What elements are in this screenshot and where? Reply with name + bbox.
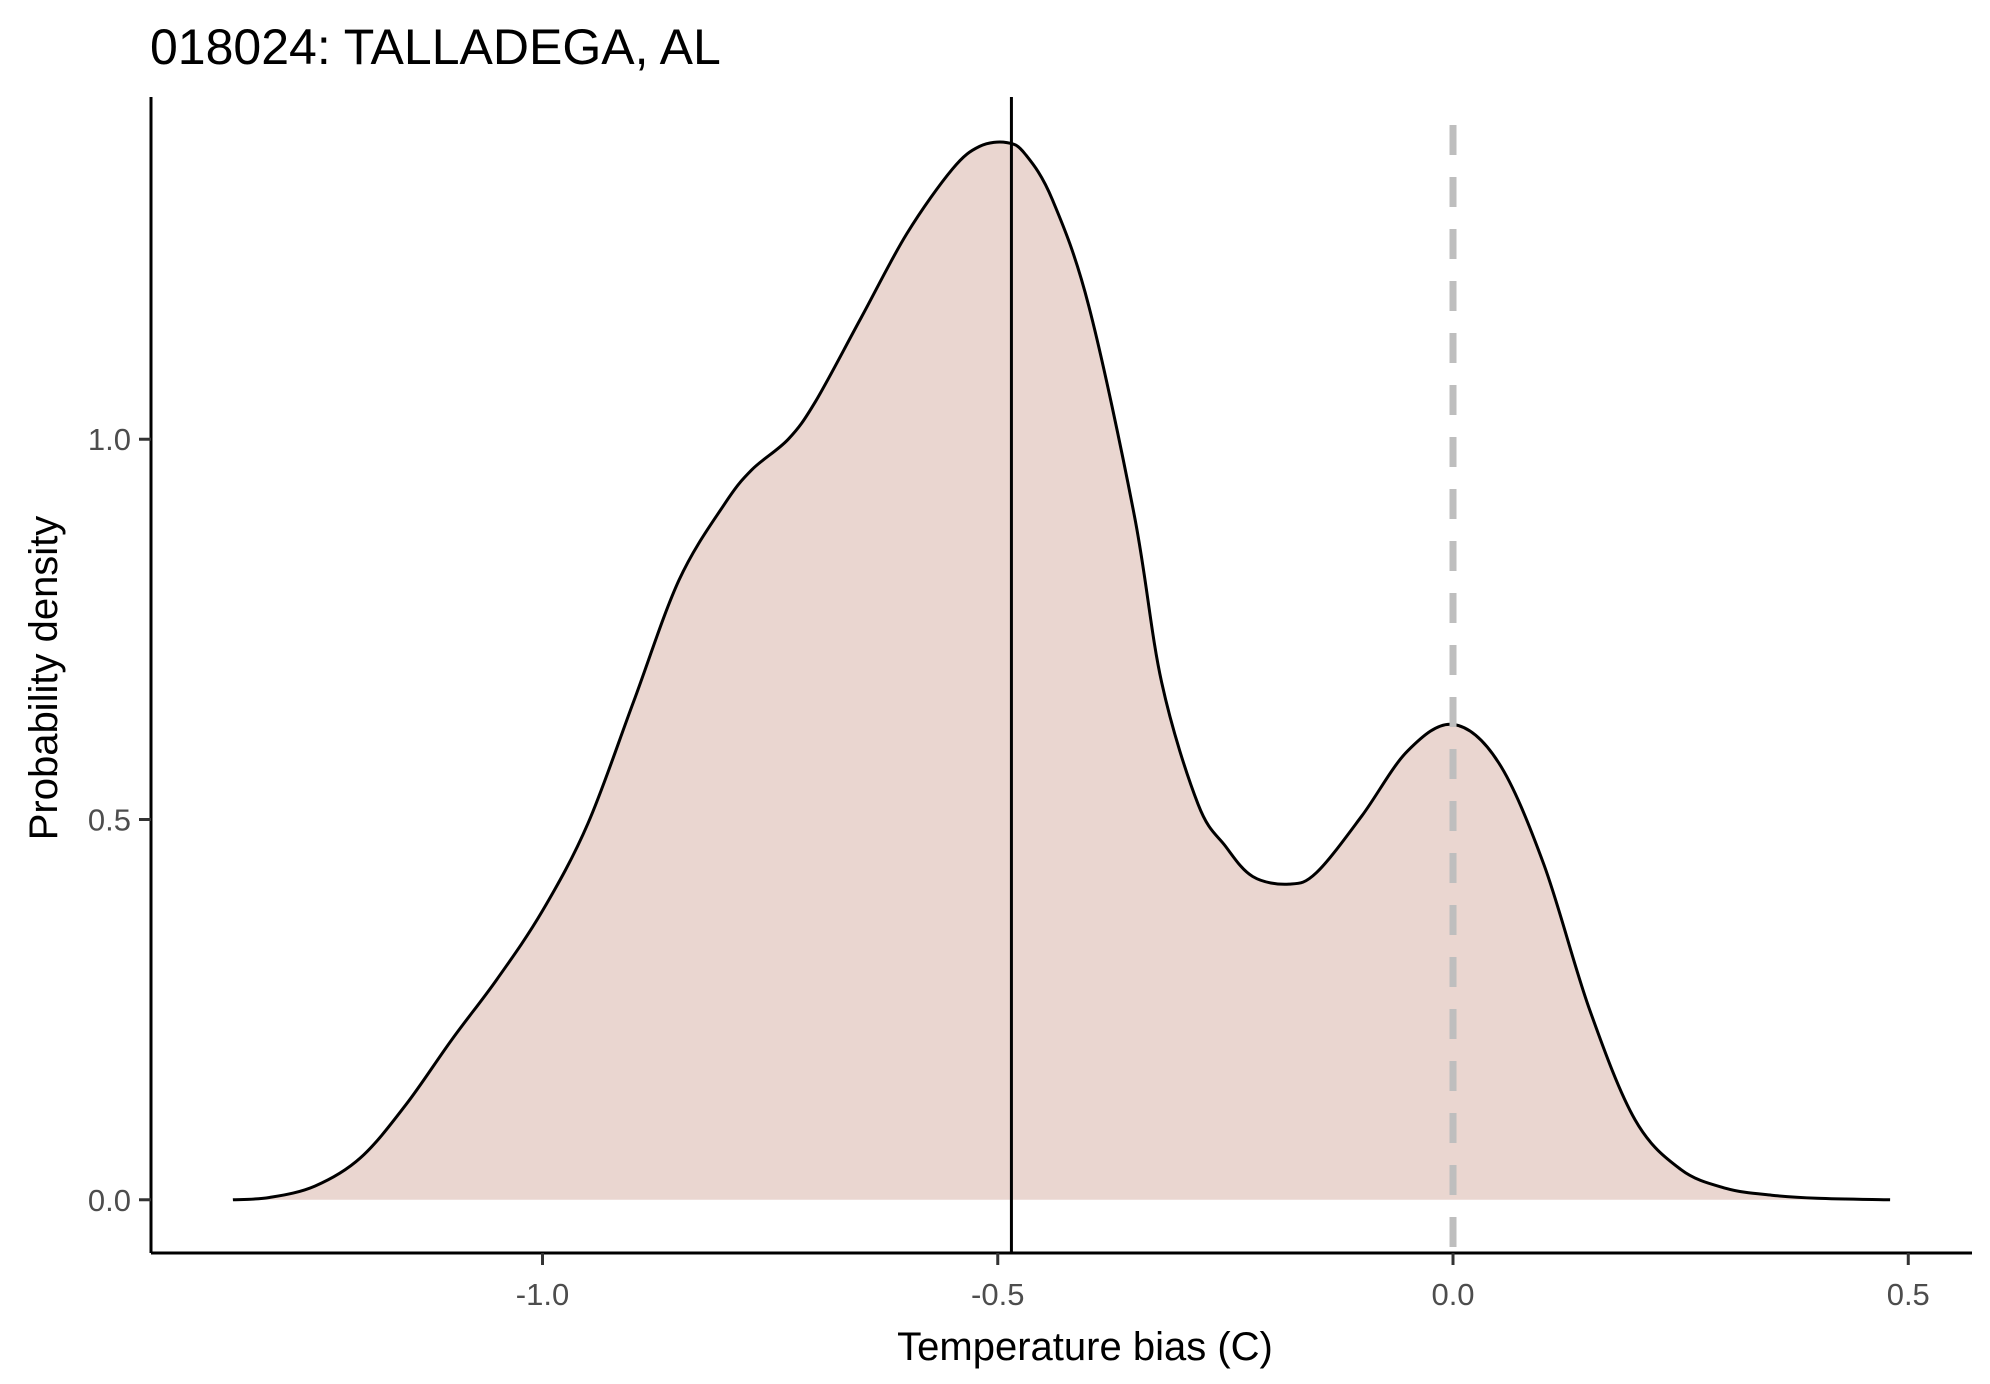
y-tick-label: 0.5: [88, 803, 131, 838]
density-line: [232, 140, 1891, 1202]
reference-lines: [1009, 97, 1457, 1253]
x-axis-ticks: -1.0 -0.5 0.0 0.5: [516, 1253, 1930, 1312]
x-axis-title: Temperature bias (C): [897, 1325, 1273, 1369]
y-tick-label: 1.0: [88, 422, 131, 457]
y-axis-title: Probability density: [22, 516, 66, 841]
plot-panel: [232, 97, 1891, 1253]
density-area: [232, 142, 1891, 1200]
x-tick-label: -0.5: [971, 1277, 1024, 1312]
x-tick-label: 0.5: [1887, 1277, 1930, 1312]
x-tick-label: 0.0: [1431, 1277, 1474, 1312]
chart-title: 018024: TALLADEGA, AL: [150, 19, 721, 75]
y-tick-label: 0.0: [88, 1183, 131, 1218]
x-tick-label: -1.0: [516, 1277, 569, 1312]
y-axis-ticks: 0.0 0.5 1.0: [88, 422, 151, 1218]
